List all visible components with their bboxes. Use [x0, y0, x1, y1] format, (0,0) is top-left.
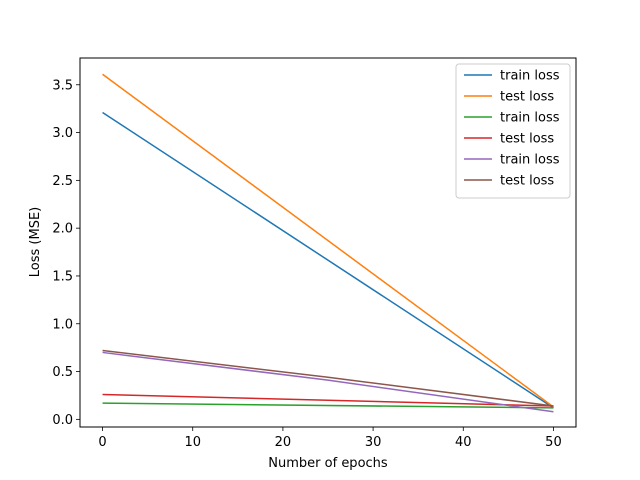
x-tick-label: 0	[98, 435, 106, 450]
series-line-1	[102, 111, 554, 409]
legend-entry: test loss	[500, 174, 554, 189]
series-line-3	[102, 402, 554, 409]
legend-entry: test loss	[500, 90, 554, 105]
y-tick-label: 1.5	[52, 269, 73, 284]
x-tick-label: 30	[365, 435, 382, 450]
legend: train loss test loss train loss test loss tr…	[455, 63, 571, 199]
y-tick-label: 0.0	[52, 413, 73, 428]
series-line-5	[102, 351, 554, 413]
x-tick-label: 10	[184, 435, 201, 450]
x-axis-label: Number of epochs	[268, 456, 388, 471]
legend-entry: train loss	[500, 111, 560, 126]
y-tick-label: 2.5	[52, 174, 73, 189]
y-axis-ticks: 0.0 0.5 1.0 1.5 2.0 2.5 3.0 3.5	[52, 78, 80, 428]
y-axis-label: Loss (MSE)	[28, 207, 43, 277]
y-tick-label: 3.5	[52, 78, 73, 93]
series-lines	[102, 73, 554, 413]
y-tick-label: 0.5	[52, 365, 73, 380]
y-tick-label: 1.0	[52, 317, 73, 332]
series-line-4	[102, 393, 554, 407]
legend-entry: train loss	[500, 153, 560, 168]
series-line-2	[102, 73, 554, 408]
y-tick-label: 3.0	[52, 126, 73, 141]
legend-entry: test loss	[500, 132, 554, 147]
x-axis-ticks: 0 10 20 30 40 50	[98, 427, 562, 450]
axes-frame	[79, 57, 577, 428]
x-tick-label: 50	[545, 435, 562, 450]
x-tick-label: 20	[275, 435, 292, 450]
legend-box	[455, 63, 571, 199]
legend-entry: train loss	[500, 69, 560, 84]
x-tick-label: 40	[455, 435, 472, 450]
y-tick-label: 2.0	[52, 222, 73, 237]
series-line-6	[102, 349, 554, 407]
